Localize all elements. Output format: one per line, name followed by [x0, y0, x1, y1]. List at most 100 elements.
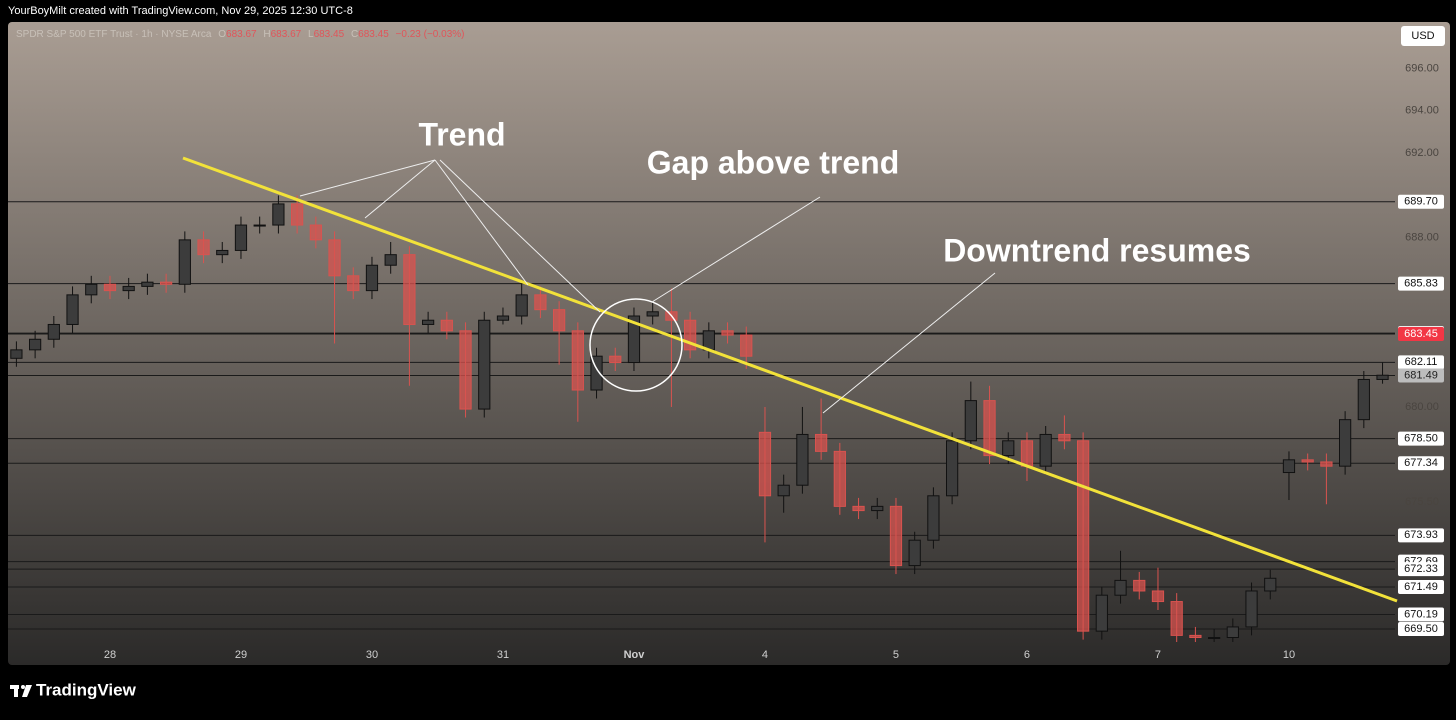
price-label: 682.11 [1405, 356, 1438, 368]
candle-body [871, 505, 884, 512]
x-tick-label: 29 [235, 649, 247, 661]
logo-part [14, 685, 18, 697]
price-label-box [1398, 456, 1444, 471]
candle-body [122, 285, 135, 292]
candle-body [1095, 594, 1108, 632]
candle-body [1170, 601, 1183, 636]
y-tick-label: 675.50 [1405, 496, 1439, 508]
legend-value: 683.45 [358, 29, 389, 40]
annotation: Downtrend resumes [943, 232, 1251, 268]
candle-body [1245, 590, 1258, 628]
candle-body [160, 281, 173, 285]
annotation: Gap above trend [647, 144, 900, 180]
legend-value: 683.67 [226, 29, 257, 40]
price-label-box [1398, 607, 1444, 622]
price-label: 669.50 [1404, 623, 1438, 635]
candle-body [178, 239, 191, 285]
price-label: 685.83 [1404, 278, 1438, 290]
candle-body [964, 400, 977, 442]
candle-body [609, 355, 622, 364]
legend-label: C [351, 29, 358, 40]
candle-body [1282, 459, 1296, 474]
candle-body [889, 505, 903, 567]
price-label-box [1398, 528, 1444, 543]
candle-body [1208, 637, 1221, 640]
arrow [299, 159, 436, 197]
chart-background [8, 22, 1450, 665]
x-tick-label: 30 [366, 649, 378, 661]
legend-label: H [263, 29, 270, 40]
candle-body [459, 330, 472, 410]
legend-change: −0.23 (−0.03%) [396, 29, 465, 40]
candle-body [833, 450, 846, 507]
legend-label: O [218, 29, 226, 40]
legend-label: L [308, 29, 314, 40]
logo-part [22, 685, 32, 697]
legend: SPDR S&P 500 ETF Trust · 1h · NYSE Arca … [16, 29, 464, 40]
candle-body [365, 264, 379, 292]
candle-body [422, 319, 435, 325]
price-label: 670.19 [1404, 608, 1438, 620]
candle-body [571, 330, 584, 391]
candle-body [1151, 590, 1165, 603]
x-tick-label: 7 [1155, 649, 1161, 661]
price-label: 681.49 [1404, 369, 1438, 381]
candle-body [627, 315, 641, 364]
arrow [434, 159, 529, 286]
y-tick-label: 694.00 [1405, 105, 1439, 117]
candle-body [478, 319, 491, 410]
brand-logo [10, 685, 32, 697]
price-label-box [1398, 431, 1444, 446]
y-tick-label: 688.00 [1405, 232, 1439, 244]
x-tick-label: 31 [497, 649, 509, 661]
x-tick-label: 6 [1024, 649, 1030, 661]
y-tick-label: 696.00 [1405, 62, 1439, 74]
candle-body [440, 319, 453, 332]
brand: TradingView [36, 680, 137, 699]
price-label-box [1398, 562, 1444, 577]
candle-body [740, 334, 753, 357]
candle-body [1114, 579, 1127, 596]
candle-body [796, 433, 809, 486]
legend-value: 683.45 [314, 29, 345, 40]
candle-body [141, 281, 154, 287]
candle-body [347, 275, 360, 292]
candle-body [496, 315, 510, 321]
price-label-box [1398, 368, 1444, 383]
candle-body [1039, 433, 1052, 467]
candle-body [272, 203, 285, 226]
candle-body [908, 539, 921, 567]
candle-body [646, 311, 659, 317]
candle-body [1376, 374, 1389, 380]
plot-area [8, 195, 1395, 642]
candle-body [1301, 459, 1314, 463]
candle-body [1357, 378, 1370, 421]
candle-body [758, 431, 772, 497]
arrow [651, 196, 821, 303]
candle-body [103, 283, 117, 292]
candle-body [1133, 579, 1146, 592]
currency-button[interactable] [1401, 26, 1445, 46]
candle-body [253, 224, 266, 227]
candle-body [384, 254, 397, 266]
x-tick-label: Nov [624, 649, 646, 661]
arrows [299, 159, 996, 414]
y-tick-label: 692.00 [1405, 147, 1439, 159]
x-tick-label: 10 [1283, 649, 1295, 661]
candle-body [328, 239, 341, 277]
price-label-box [1398, 276, 1444, 291]
candle-body [47, 323, 60, 340]
candle-body [29, 338, 42, 351]
candle-body [1339, 419, 1352, 467]
price-label-box [1398, 355, 1444, 370]
candle-body [197, 239, 210, 256]
x-tick-label: 28 [104, 649, 116, 661]
trend-line [182, 156, 1398, 603]
candle-body [85, 283, 98, 296]
candle-body [983, 400, 996, 457]
candle-body [927, 495, 940, 541]
caption: YourBoyMilt created with TradingView.com… [8, 5, 353, 17]
candle-body [1264, 577, 1277, 592]
